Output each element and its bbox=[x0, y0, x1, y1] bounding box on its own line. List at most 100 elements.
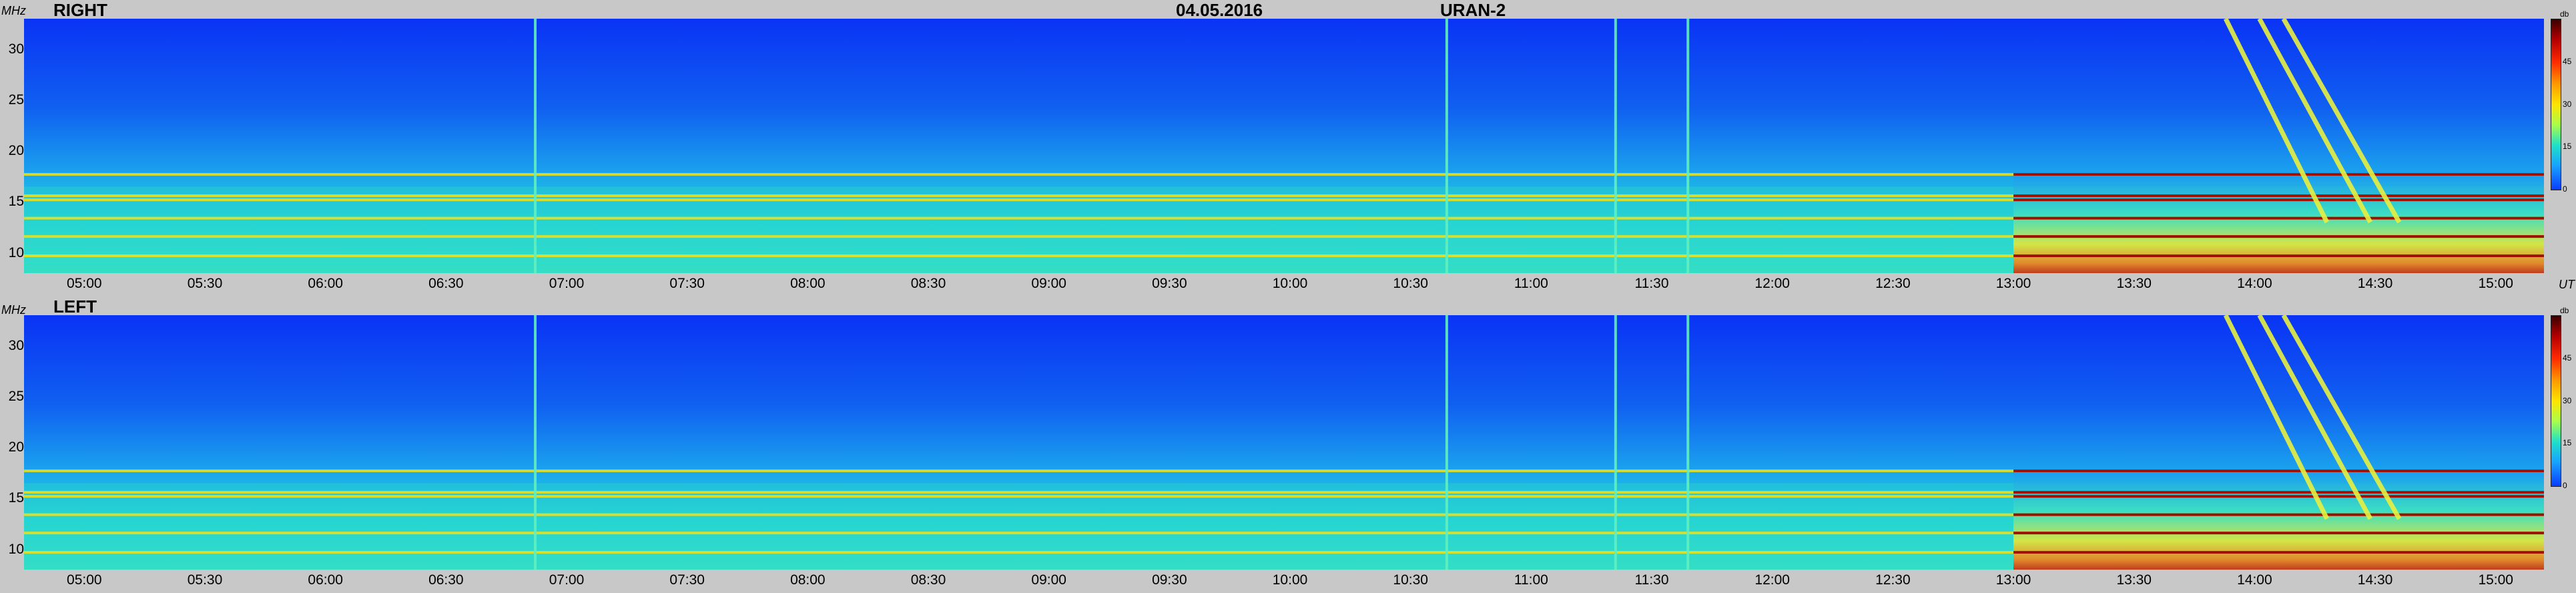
x-tick-label: 08:00 bbox=[790, 276, 826, 291]
colorbar-tick-label: 0 bbox=[2563, 481, 2567, 490]
interference-band-strong bbox=[2013, 173, 2544, 176]
x-tick-label: 13:30 bbox=[2116, 572, 2152, 588]
colorbar bbox=[2551, 19, 2561, 190]
colorbar-tick-label: 45 bbox=[2563, 353, 2572, 363]
vertical-interference-line bbox=[1445, 315, 1448, 570]
x-tick-label: 10:30 bbox=[1393, 572, 1428, 588]
interference-band-strong bbox=[2013, 216, 2544, 220]
vertical-interference-line bbox=[534, 19, 537, 273]
panel-label: RIGHT bbox=[53, 0, 107, 20]
x-tick-label: 07:00 bbox=[549, 572, 585, 588]
burst-lane bbox=[2281, 315, 2402, 520]
enhanced-region bbox=[2013, 176, 2544, 273]
colorbar bbox=[2551, 315, 2561, 487]
interference-band bbox=[24, 198, 2544, 202]
x-tick-label: 09:30 bbox=[1152, 572, 1187, 588]
x-tick-label: 08:00 bbox=[790, 572, 826, 588]
x-tick-label: 05:00 bbox=[67, 572, 102, 588]
colorbar-tick-label: 30 bbox=[2563, 99, 2572, 109]
interference-band bbox=[24, 254, 2544, 258]
spectrogram-left bbox=[24, 315, 2544, 570]
spectrogram-right bbox=[24, 19, 2544, 273]
burst-lane bbox=[2223, 315, 2329, 520]
date-label: 04.05.2016 bbox=[1176, 0, 1263, 20]
interference-band-strong bbox=[2013, 254, 2544, 258]
y-tick-label: 20 bbox=[8, 143, 24, 159]
y-tick-label: 30 bbox=[8, 41, 24, 57]
interference-band bbox=[24, 491, 2544, 494]
enhanced-region bbox=[2013, 473, 2544, 570]
interference-band bbox=[24, 513, 2544, 516]
x-tick-label: 06:00 bbox=[308, 572, 343, 588]
interference-band-strong bbox=[2013, 495, 2544, 498]
x-tick-label: 11:30 bbox=[1634, 276, 1669, 291]
y-tick-label: 10 bbox=[8, 541, 24, 557]
colorbar-unit: db bbox=[2560, 9, 2569, 19]
panel-label: LEFT bbox=[53, 296, 97, 317]
vertical-interference-line bbox=[1614, 315, 1617, 570]
x-tick-label: 11:30 bbox=[1634, 572, 1669, 588]
x-tick-label: 07:00 bbox=[549, 276, 585, 291]
x-tick-label: 10:30 bbox=[1393, 276, 1428, 291]
interference-band bbox=[24, 551, 2544, 554]
y-tick-label: 10 bbox=[8, 244, 24, 260]
y-tick-label: 20 bbox=[8, 439, 24, 455]
x-tick-label: 11:00 bbox=[1514, 572, 1548, 588]
burst-lane bbox=[2257, 19, 2372, 224]
colorbar-tick-label: 0 bbox=[2563, 184, 2567, 194]
interference-band-strong bbox=[2013, 491, 2544, 494]
x-tick-label: 05:30 bbox=[187, 572, 223, 588]
y-tick-label: 30 bbox=[8, 337, 24, 353]
interference-band bbox=[24, 532, 2544, 535]
x-tick-label: 06:00 bbox=[308, 276, 343, 291]
interference-band bbox=[24, 235, 2544, 238]
x-tick-label: 13:30 bbox=[2116, 276, 2152, 291]
burst-lane bbox=[2281, 19, 2402, 224]
x-tick-label: 12:30 bbox=[1875, 572, 1911, 588]
x-tick-label: 09:30 bbox=[1152, 276, 1187, 291]
panel-right: RIGHT 04.05.2016 URAN-2 MHz 10 15 20 25 30 0… bbox=[0, 0, 2576, 296]
x-tick-label: 14:30 bbox=[2357, 276, 2393, 291]
x-tick-label: 14:00 bbox=[2237, 572, 2272, 588]
y-tick-label: 15 bbox=[8, 194, 24, 210]
x-tick-label: 10:00 bbox=[1272, 572, 1308, 588]
x-tick-label: 05:00 bbox=[67, 276, 102, 291]
y-tick-label: 15 bbox=[8, 490, 24, 506]
x-tick-label: 10:00 bbox=[1272, 276, 1308, 291]
x-tick-label: 11:00 bbox=[1514, 276, 1548, 291]
x-tick-label: 14:00 bbox=[2237, 276, 2272, 291]
x-tick-label: 13:00 bbox=[1995, 276, 2031, 291]
vertical-interference-line bbox=[1686, 19, 1690, 273]
vertical-interference-line bbox=[534, 315, 537, 570]
x-tick-label: 15:00 bbox=[2478, 572, 2513, 588]
interference-band bbox=[24, 194, 2544, 198]
colorbar-tick-label: 45 bbox=[2563, 56, 2572, 66]
interference-band bbox=[24, 469, 2544, 473]
x-tick-label: 12:30 bbox=[1875, 276, 1911, 291]
x-tick-label: 12:00 bbox=[1754, 572, 1790, 588]
burst-lane bbox=[2223, 19, 2329, 224]
interference-band-strong bbox=[2013, 198, 2544, 202]
x-tick-label: 05:30 bbox=[187, 276, 223, 291]
x-tick-label: 15:00 bbox=[2478, 276, 2513, 291]
interference-band bbox=[24, 173, 2544, 176]
x-tick-label: 09:00 bbox=[1031, 572, 1066, 588]
y-tick-label: 25 bbox=[8, 91, 24, 108]
x-tick-label: 14:30 bbox=[2357, 572, 2393, 588]
instrument-label: URAN-2 bbox=[1440, 0, 1506, 20]
x-tick-label: 06:30 bbox=[428, 572, 464, 588]
interference-band bbox=[24, 216, 2544, 220]
x-tick-label: 13:00 bbox=[1995, 572, 2031, 588]
vertical-interference-line bbox=[1614, 19, 1617, 273]
y-tick-label: 25 bbox=[8, 388, 24, 404]
interference-band-strong bbox=[2013, 194, 2544, 198]
x-tick-label: 08:30 bbox=[910, 276, 946, 291]
colorbar-tick-label: 15 bbox=[2563, 142, 2572, 152]
x-tick-label: 07:30 bbox=[669, 572, 705, 588]
burst-lane bbox=[2257, 315, 2372, 520]
x-unit-label: UT bbox=[2559, 278, 2575, 291]
panel-left: LEFT MHz UT 10 15 20 25 30 05:00 05:30 06:00 06… bbox=[0, 278, 2576, 593]
y-unit-label: MHz bbox=[1, 303, 26, 317]
interference-band-strong bbox=[2013, 513, 2544, 516]
interference-band-strong bbox=[2013, 551, 2544, 554]
